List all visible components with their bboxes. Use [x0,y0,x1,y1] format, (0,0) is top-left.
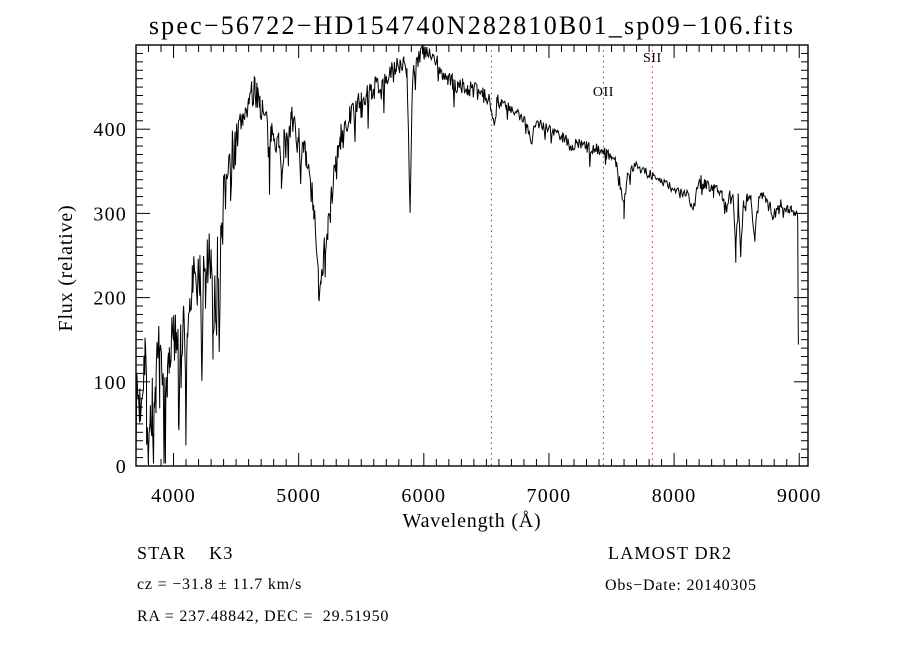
x-tick-label: 9000 [777,485,822,507]
y-tick-label: 300 [93,203,127,225]
y-tick-label: 400 [93,119,127,141]
survey-text: LAMOST DR2 [608,543,733,563]
x-tick-label: 5000 [276,485,321,507]
classification-text: STAR K3 [137,543,234,563]
tick-labels-group: 4000 5000 6000 7000 8000 9000 0 100 200 300 400 [93,119,822,507]
ticks-group [136,45,808,467]
cz-text: cz = −31.8 ± 11.7 km/s [137,576,303,593]
plot-box [135,44,809,467]
x-tick-label: 8000 [652,485,697,507]
ra-dec-text: RA = 237.48842, DEC = 29.51950 [137,608,390,625]
spectrum-line [135,44,799,464]
x-tick-label: 6000 [401,485,446,507]
y-tick-label: 200 [93,288,127,310]
reference-line-label: OII [593,85,614,100]
reference-line-label: SII [643,51,662,66]
plot-title: spec−56722−HD154740N282810B01_sp09−106.f… [149,11,795,40]
reference-lines-group: OII SII [490,45,662,466]
y-tick-label: 100 [93,372,127,394]
x-tick-label: 4000 [151,485,196,507]
obs-date-text: Obs−Date: 20140305 [605,577,757,594]
y-tick-label: 0 [116,456,127,478]
x-axis-label: Wavelength (Å) [403,510,542,532]
spectrum-plot: spec−56722−HD154740N282810B01_sp09−106.f… [55,11,822,532]
x-tick-label: 7000 [527,485,572,507]
y-axis-label: Flux (relative) [55,205,77,332]
